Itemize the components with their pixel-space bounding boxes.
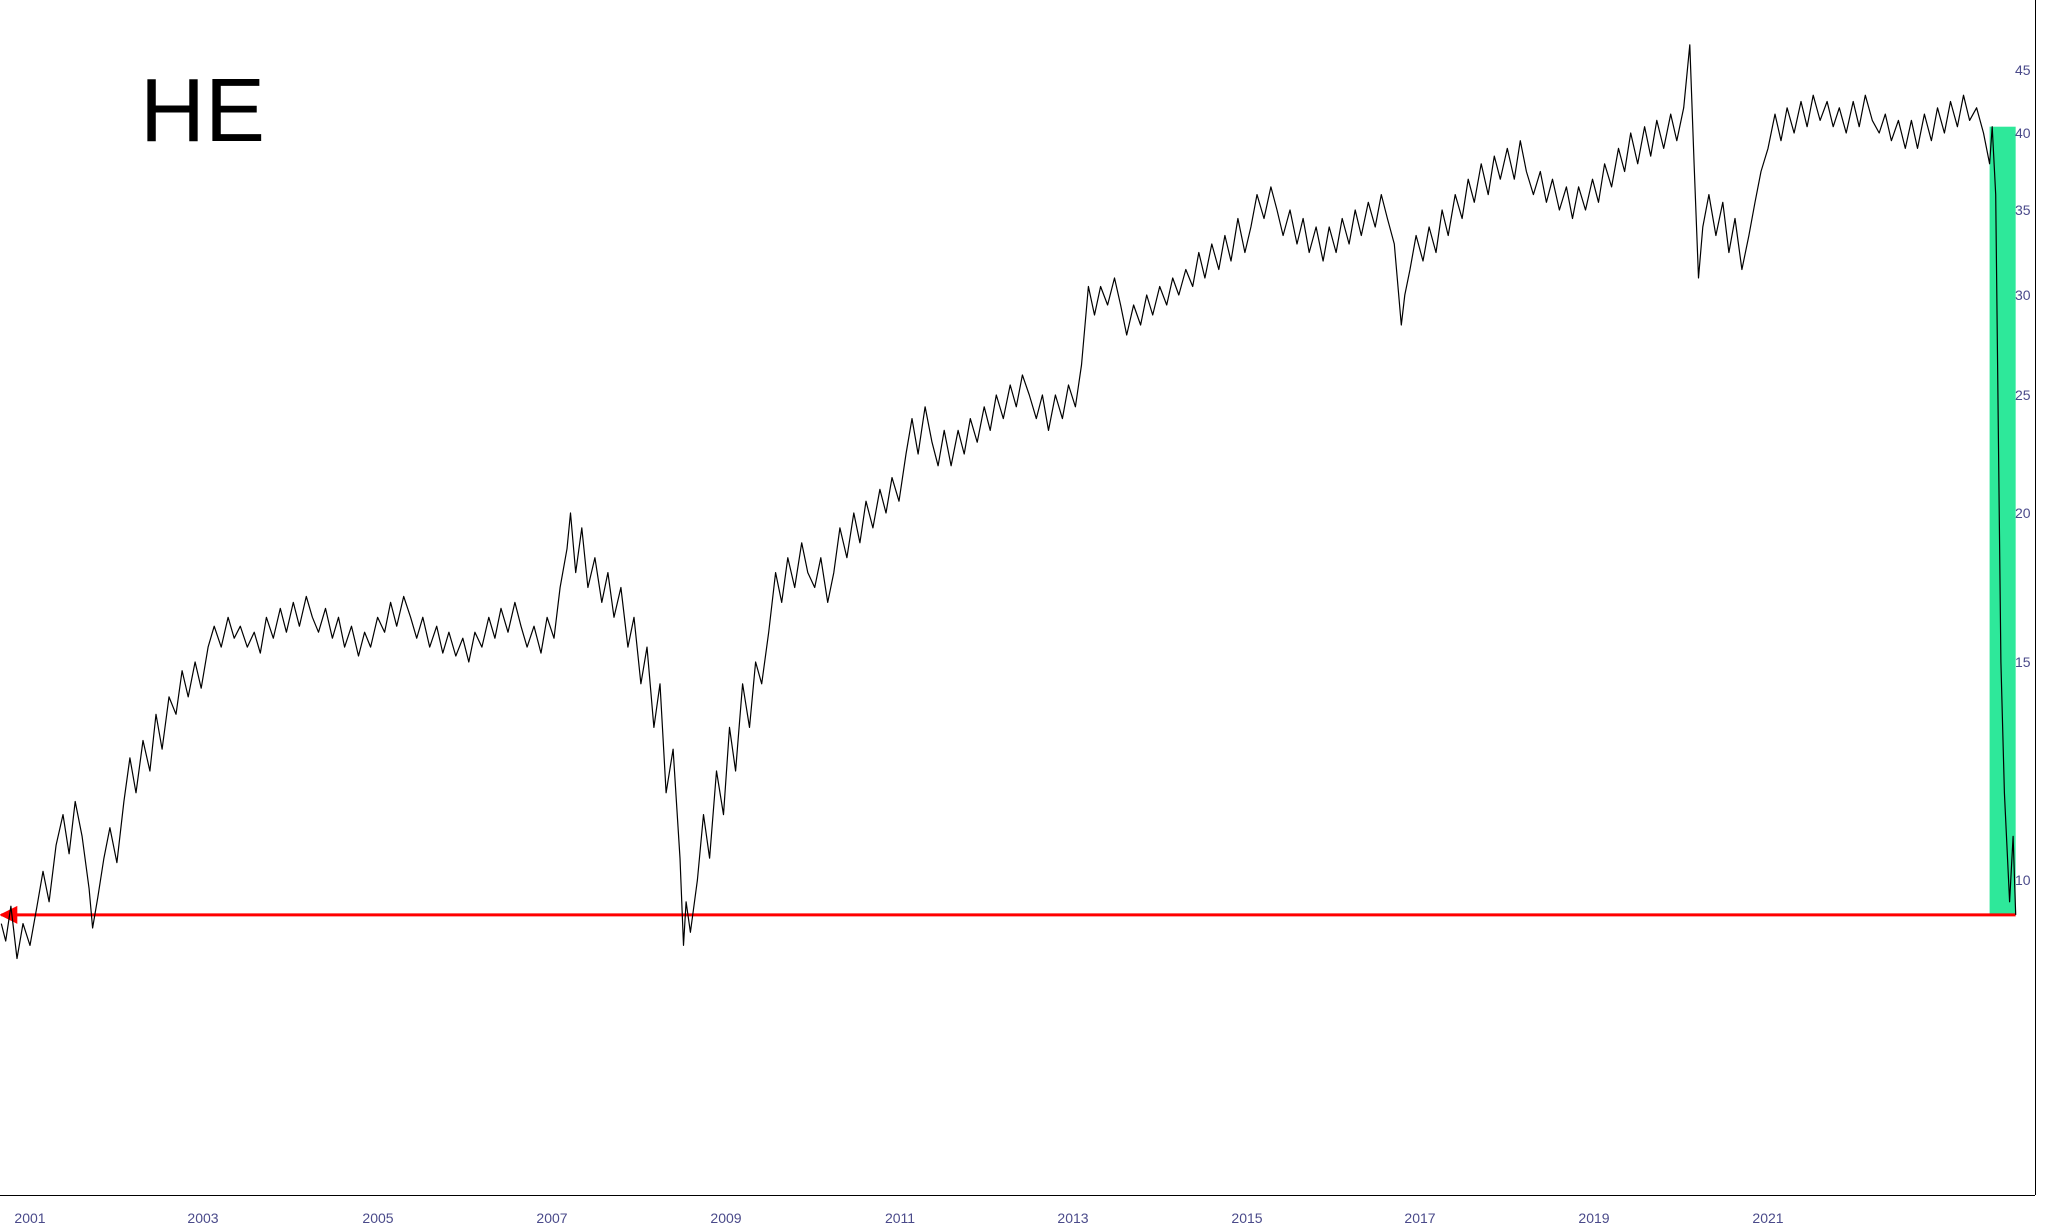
x-tick-label: 2015 [1231, 1210, 1262, 1226]
x-tick-label: 2013 [1057, 1210, 1088, 1226]
x-tick-label: 2007 [536, 1210, 567, 1226]
y-tick-label: 20 [2015, 505, 2031, 521]
highlight-box [1990, 127, 2016, 915]
y-tick-label: 25 [2015, 387, 2031, 403]
y-tick-label: 35 [2015, 202, 2031, 218]
x-tick-label: 2011 [885, 1210, 915, 1226]
y-tick-label: 45 [2015, 62, 2031, 78]
chart-svg [0, 0, 2048, 1226]
y-tick-label: 30 [2015, 287, 2031, 303]
stock-chart: HE 4540353025201510 20012003200520072009… [0, 0, 2048, 1226]
y-tick-label: 10 [2015, 872, 2031, 888]
ticker-symbol: HE [140, 60, 265, 163]
x-tick-label: 2019 [1578, 1210, 1609, 1226]
x-tick-label: 2003 [187, 1210, 218, 1226]
y-axis-line [2035, 0, 2036, 1195]
x-tick-label: 2021 [1752, 1210, 1783, 1226]
price-line [1, 45, 2015, 959]
x-tick-label: 2001 [14, 1210, 45, 1226]
x-tick-label: 2017 [1404, 1210, 1435, 1226]
y-tick-label: 40 [2015, 125, 2031, 141]
x-tick-label: 2005 [362, 1210, 393, 1226]
x-tick-label: 2009 [710, 1210, 741, 1226]
y-tick-label: 15 [2015, 654, 2031, 670]
x-axis-line [0, 1195, 2035, 1196]
